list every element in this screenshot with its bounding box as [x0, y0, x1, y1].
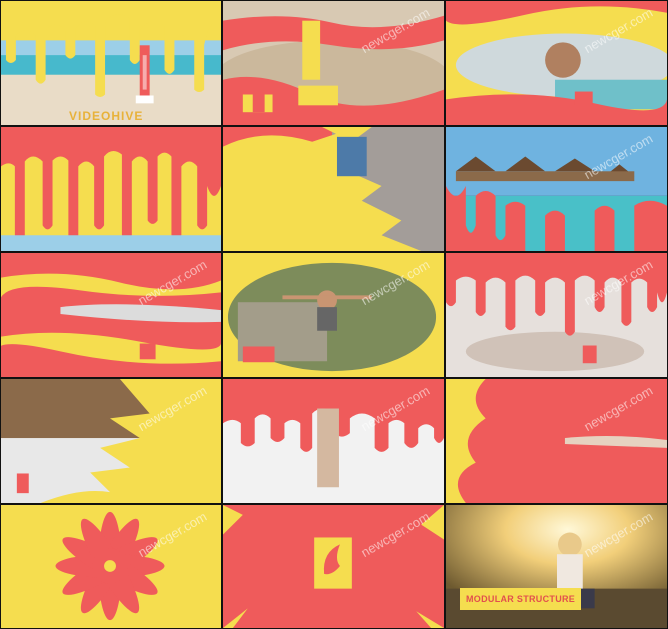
- thumbnail-woman-sea[interactable]: newcger.com: [445, 0, 668, 126]
- thumbnail-beach-drips[interactable]: VIDEOHIVE: [0, 0, 222, 126]
- cell-caption: VIDEOHIVE: [69, 109, 144, 123]
- thumbnail-bungalows[interactable]: newcger.com: [445, 126, 668, 252]
- thumbnail-coral-white-drips[interactable]: newcger.com: [222, 378, 445, 504]
- thumbnail-yellow-splash-boardwalk[interactable]: [222, 126, 445, 252]
- thumbnail-sand-toy[interactable]: newcger.com: [222, 0, 445, 126]
- thumbnail-coral-waves[interactable]: newcger.com: [0, 252, 222, 378]
- thumbnail-flower-burst[interactable]: newcger.com: [0, 504, 222, 629]
- thumbnail-logo-splash[interactable]: newcger.com: [222, 504, 445, 629]
- thumbnail-coral-yellow-waves[interactable]: newcger.com: [445, 378, 668, 504]
- thumbnail-coral-drips[interactable]: [0, 126, 222, 252]
- thumbnail-sunset-woman[interactable]: MODULAR STRUCTURE newcger.com: [445, 504, 668, 629]
- thumbnail-hiker[interactable]: newcger.com: [222, 252, 445, 378]
- caption-badge: MODULAR STRUCTURE: [460, 588, 582, 610]
- thumbnail-bed-drips[interactable]: newcger.com: [445, 252, 668, 378]
- thumbnail-wave-splash[interactable]: newcger.com: [0, 378, 222, 504]
